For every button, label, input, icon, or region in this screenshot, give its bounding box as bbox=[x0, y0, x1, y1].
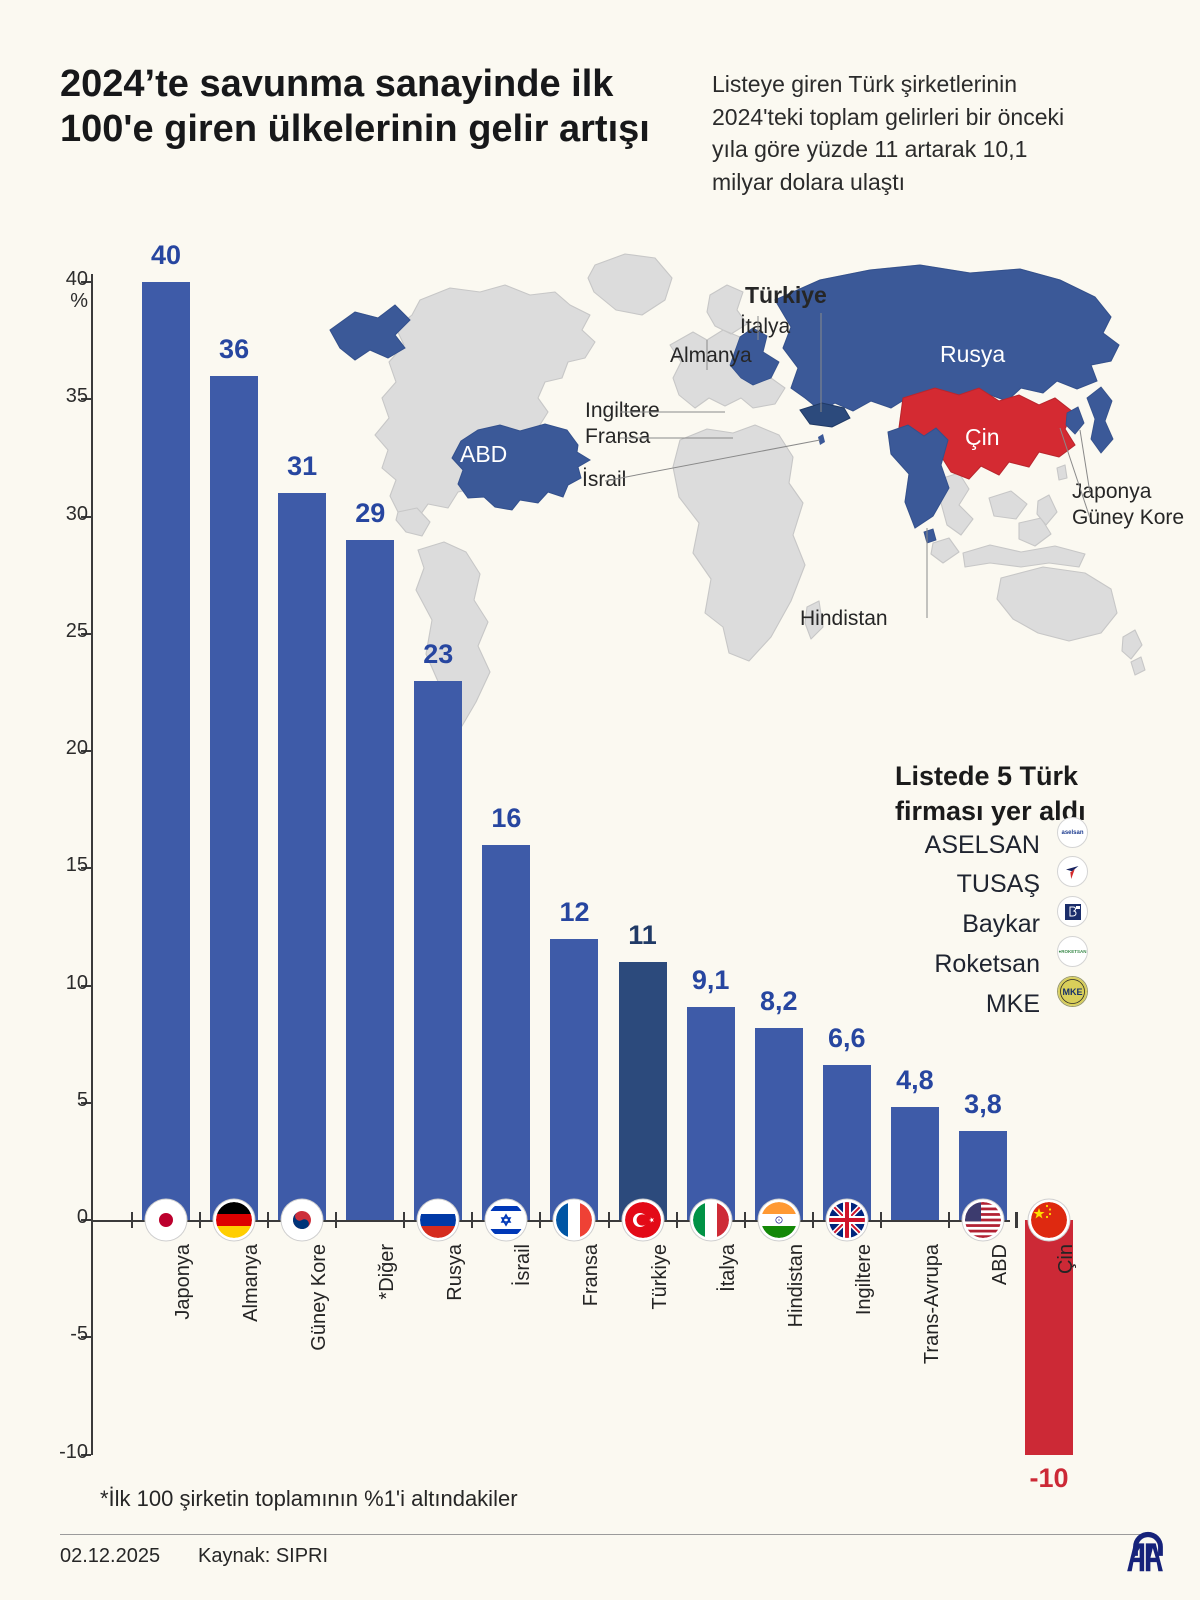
svg-text:Türkiye: Türkiye bbox=[745, 282, 827, 308]
svg-text:Güney Kore: Güney Kore bbox=[1072, 506, 1184, 529]
svg-text:Fransa: Fransa bbox=[585, 425, 651, 448]
svg-text:ABD: ABD bbox=[460, 441, 507, 467]
svg-text:Hindistan: Hindistan bbox=[800, 607, 888, 630]
svg-text:Almanya: Almanya bbox=[670, 344, 752, 367]
svg-text:İsrail: İsrail bbox=[582, 468, 626, 491]
svg-text:İtalya: İtalya bbox=[740, 315, 791, 338]
svg-text:Rusya: Rusya bbox=[940, 341, 1005, 367]
svg-text:Ingiltere: Ingiltere bbox=[585, 399, 660, 422]
svg-text:Çin: Çin bbox=[965, 424, 1000, 450]
